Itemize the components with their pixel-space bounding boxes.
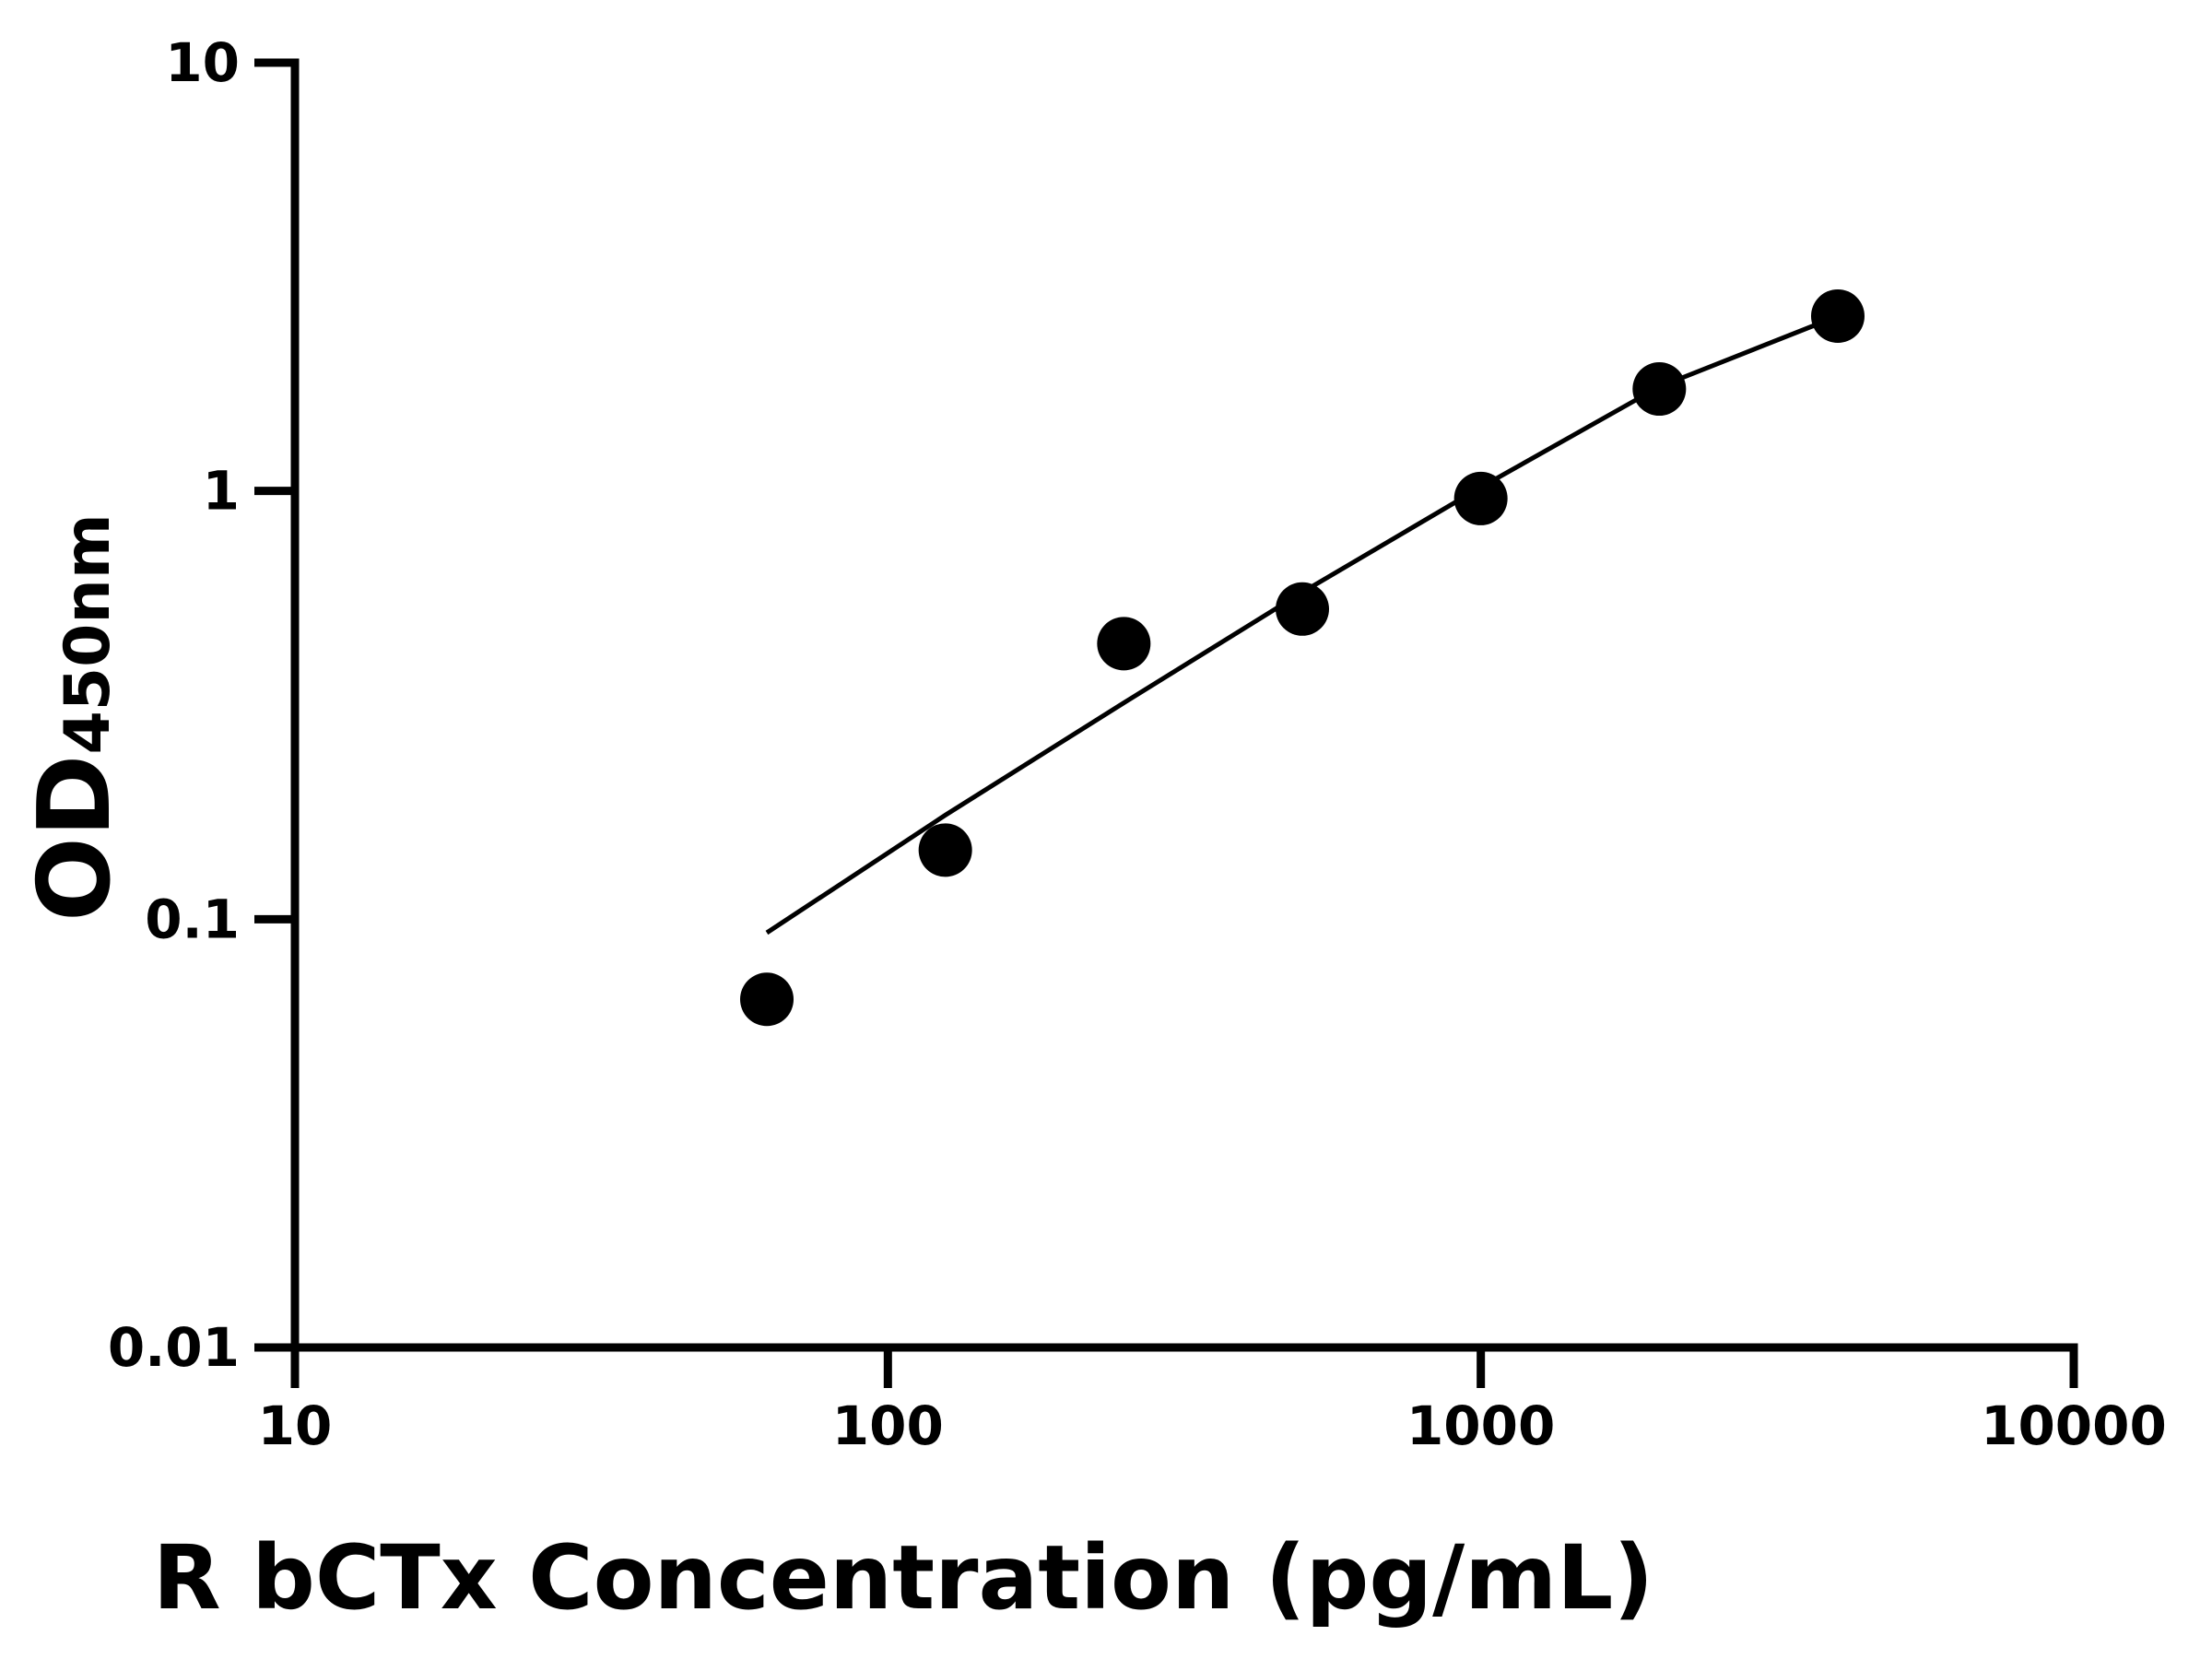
x-tick-label: 10000 xyxy=(1981,1394,2167,1457)
y-tick-label: 0.1 xyxy=(145,888,240,950)
data-points xyxy=(740,288,1865,1027)
y-tick-label: 10 xyxy=(165,31,240,94)
data-point xyxy=(1810,288,1865,343)
x-tick-label: 1000 xyxy=(1406,1394,1555,1457)
y-tick-label: 1 xyxy=(203,460,240,523)
data-point xyxy=(740,972,794,1027)
y-tick-label: 0.01 xyxy=(108,1316,240,1379)
data-point xyxy=(1097,617,1151,671)
x-axis-title: R bCTx Concentration (pg/mL) xyxy=(153,1526,1653,1630)
tick-labels: 10 100 1000 10000 0.01 0.1 1 10 xyxy=(108,31,2167,1457)
data-point xyxy=(1632,362,1687,417)
data-point xyxy=(1276,582,1330,636)
y-axis-title: OD450nm xyxy=(18,513,133,922)
data-point xyxy=(1453,471,1508,525)
x-tick-label: 10 xyxy=(258,1394,333,1457)
x-tick-label: 100 xyxy=(832,1394,944,1457)
y-axis-title-subscript: 450nm xyxy=(52,513,124,754)
data-point xyxy=(918,823,972,877)
y-axis-title-main: OD xyxy=(18,755,133,922)
axes xyxy=(254,58,2078,1388)
